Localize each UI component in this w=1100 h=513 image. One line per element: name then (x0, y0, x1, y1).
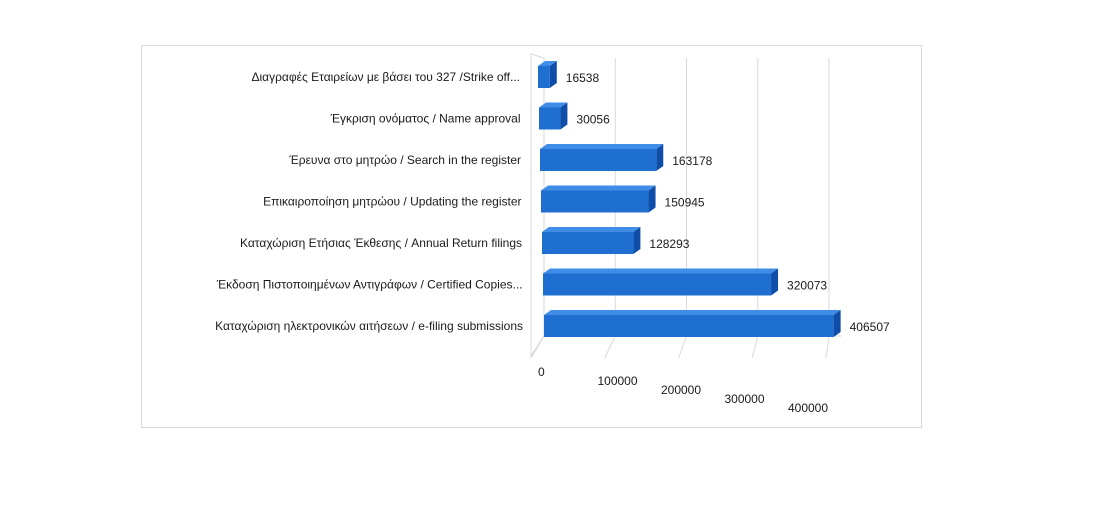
category-label: Καταχώριση Ετήσιας Έκθεσης / Annual Retu… (240, 236, 522, 250)
bar-top-face (543, 268, 779, 274)
bar (538, 61, 557, 88)
category-label: Έκδοση Πιστοποιημένων Αντιγράφων / Certi… (216, 278, 523, 292)
bar (540, 144, 664, 171)
bar (541, 185, 656, 213)
value-label: 150945 (665, 196, 705, 210)
bar-front-face (540, 149, 657, 171)
bar (543, 268, 779, 296)
bar-top-face (542, 227, 641, 232)
bar-top-face (540, 144, 664, 149)
bar-front-face (538, 66, 550, 88)
category-label: Έρευνα στο μητρώο / Search in the regist… (288, 153, 521, 167)
bar-top-face (538, 61, 557, 66)
bar-chart: 0 100000 200000 300000 400000 Διαγραφές Εταιρ… (215, 53, 890, 415)
x-tick-label: 300000 (724, 392, 764, 406)
bar-end-face (833, 310, 841, 337)
value-label: 320073 (787, 279, 827, 293)
value-label: 406507 (850, 320, 890, 334)
category-label: Διαγραφές Εταιρείων με βάσει του 327 /St… (251, 70, 520, 84)
bar-front-face (542, 232, 634, 254)
bar-top-face (539, 102, 568, 108)
bar-end-face (633, 227, 641, 254)
value-label: 30056 (576, 113, 610, 127)
category-label: Έγκριση ονόματος / Name approval (330, 112, 521, 126)
bar-end-face (560, 102, 568, 130)
chart-frame: 0 100000 200000 300000 400000 Διαγραφές Εταιρ… (141, 45, 922, 428)
bar-front-face (541, 190, 649, 213)
bar-front-face (543, 273, 772, 296)
bar-end-face (771, 268, 779, 296)
bar-end-face (549, 61, 557, 88)
bar-top-face (541, 185, 656, 191)
x-tick-label: 200000 (661, 383, 701, 397)
x-tick-label: 0 (538, 365, 545, 379)
x-tick-label: 100000 (597, 374, 637, 388)
gridline-floor (678, 335, 687, 359)
bar (539, 102, 568, 130)
bar (542, 227, 641, 254)
bar-front-face (544, 315, 834, 337)
value-label: 128293 (649, 237, 689, 251)
bar-top-face (544, 310, 841, 315)
gridline-floor (530, 335, 545, 359)
bar (544, 310, 841, 337)
bar-end-face (648, 185, 656, 213)
value-label: 16538 (566, 71, 600, 85)
x-tick-label: 400000 (788, 401, 828, 415)
category-label: Επικαιροποίηση μητρώου / Updating the re… (263, 195, 521, 209)
gridline-floor (604, 335, 616, 359)
floor-line (530, 335, 842, 357)
bar-front-face (539, 107, 561, 130)
bar-end-face (656, 144, 664, 171)
category-label: Καταχώριση ηλεκτρονικών αιτήσεων / e-fil… (215, 319, 523, 333)
gridline-floor (825, 335, 830, 359)
gridline-floor (751, 335, 759, 359)
value-label: 163178 (672, 154, 712, 168)
